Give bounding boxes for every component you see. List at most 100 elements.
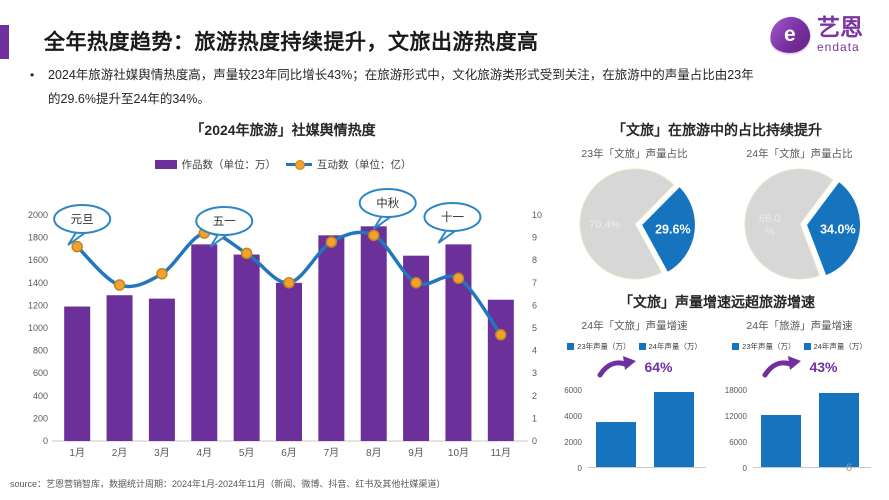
page-number: 6 xyxy=(846,462,853,474)
legend-bars-label: 作品数（单位：万） xyxy=(181,159,277,171)
mini-bar-23年声量（万） xyxy=(596,421,636,467)
right-axis-tick: 8 xyxy=(532,255,537,265)
works-bar xyxy=(191,244,218,441)
legend-item-bars: 作品数（单位：万） xyxy=(154,157,277,172)
logo-mark-letter: e xyxy=(784,23,796,46)
legend-dot-icon xyxy=(295,160,305,170)
pie-gray-label: 66.0 xyxy=(759,213,780,225)
right-axis-tick: 3 xyxy=(532,368,537,378)
callout-bubble xyxy=(358,188,417,218)
growth-wenlv-percent: 64% xyxy=(644,359,673,375)
growth-wenlv-title: 24年「文旅」声量增速 xyxy=(581,320,688,332)
endata-logo-icon: e xyxy=(767,14,813,56)
legend-item-23: 23年声量（万） xyxy=(732,341,796,352)
legend-item-24: 24年声量（万） xyxy=(803,341,867,352)
interaction-dot xyxy=(325,236,338,248)
legend-item-line: 互动数（单位：亿） xyxy=(286,157,412,172)
right-axis-tick: 4 xyxy=(532,346,537,356)
callout-bubble xyxy=(195,206,254,236)
growth-wenlv-plot: 0 2000 4000 6000 xyxy=(552,382,712,474)
growth-lvyou-percent: 43% xyxy=(809,359,838,375)
social-heat-chart: 「2024年旅游」社媒舆情热度 作品数（单位：万） 互动数（单位：亿） 0 200… xyxy=(18,120,548,480)
legend-line-label: 互动数（单位：亿） xyxy=(317,159,412,171)
legend-item-23: 23年声量（万） xyxy=(567,341,631,352)
works-bar xyxy=(318,235,345,441)
growth-chart-wenlv: 24年「文旅」声量增速 23年声量（万） 24年声量（万） 64% 0 2000 4… xyxy=(552,316,717,474)
month-label: 9月 xyxy=(408,447,424,459)
blue-square-icon xyxy=(638,343,646,350)
logo-subtitle: endata xyxy=(817,40,860,54)
summary-bullet: • 2024年旅游社媒舆情热度高，声量较23年同比增长43%；在旅游形式中，文化… xyxy=(30,64,758,112)
month-label: 8月 xyxy=(366,447,382,459)
mini-axis-tick: 12000 xyxy=(724,412,747,421)
left-axis-tick: 1000 xyxy=(28,323,48,333)
growth-lvyou-plot: 0 6000 12000 18000 xyxy=(717,382,877,474)
pie-2024-plot: 66.0% 34.0% xyxy=(743,168,862,280)
growth-section: 「文旅」声量增速远超旅游增速 24年「文旅」声量增速 23年声量（万） 24年声… xyxy=(552,292,882,474)
works-bar xyxy=(233,254,260,441)
pie-section: 「文旅」在旅游中的占比持续提升 23年「文旅」声量占比 70.4% 29.6% 2… xyxy=(552,120,882,294)
right-axis-tick: 5 xyxy=(532,323,537,333)
growth-arrow-icon xyxy=(762,356,802,378)
left-axis-tick: 600 xyxy=(33,368,48,378)
bullet-marker: • xyxy=(30,68,35,82)
month-label: 1月 xyxy=(69,447,85,459)
right-axis-tick: 6 xyxy=(532,300,537,310)
works-bar xyxy=(106,295,133,441)
mini-axis-tick: 18000 xyxy=(724,386,747,395)
interaction-dot xyxy=(240,247,253,260)
callout-label: 五一 xyxy=(213,216,236,228)
pie-slice-wenlv xyxy=(639,184,697,275)
interaction-dot xyxy=(495,329,507,341)
left-axis-tick: 1200 xyxy=(28,300,48,310)
social-heat-chart-title: 「2024年旅游」社媒舆情热度 xyxy=(190,122,376,138)
interaction-dot xyxy=(410,277,422,289)
growth-lvyou-title: 24年「旅游」声量增速 xyxy=(746,320,853,332)
blue-square-icon xyxy=(732,343,740,350)
blue-square-icon xyxy=(567,343,575,350)
mini-axis-tick: 4000 xyxy=(564,412,582,421)
month-label: 6月 xyxy=(281,447,297,459)
mini-baseline xyxy=(753,467,871,468)
month-label: 5月 xyxy=(239,447,255,459)
pie-gray-label: 70.4% xyxy=(589,219,620,231)
works-bar xyxy=(276,282,302,441)
right-axis-tick: 2 xyxy=(532,391,537,401)
interaction-dot xyxy=(283,277,295,289)
interaction-dot xyxy=(367,229,380,242)
mini-axis-tick: 6000 xyxy=(729,438,747,447)
mini-axis-tick: 0 xyxy=(742,464,747,473)
left-axis-tick: 200 xyxy=(33,413,48,423)
legend-23-label: 23年声量（万） xyxy=(577,342,631,351)
month-label: 4月 xyxy=(196,447,212,459)
month-label: 11月 xyxy=(491,447,511,459)
mini-axis-tick: 6000 xyxy=(564,386,582,395)
callout-label: 中秋 xyxy=(376,196,399,210)
month-label: 10月 xyxy=(448,447,469,459)
growth-section-title: 「文旅」声量增速远超旅游增速 xyxy=(619,294,815,310)
growth-lvyou-legend: 23年声量（万） 24年声量（万） xyxy=(717,341,882,352)
mini-bar-24年声量（万） xyxy=(654,392,694,467)
summary-text: 2024年旅游社媒舆情热度高，声量较23年同比增长43%；在旅游形式中，文化旅游… xyxy=(48,68,754,106)
pie-gray-label: % xyxy=(764,226,774,238)
pie-slice-other xyxy=(579,168,674,280)
mini-axis-tick: 0 xyxy=(577,464,582,473)
works-bar xyxy=(148,298,175,441)
pie-slice-wenlv xyxy=(804,179,862,278)
callout-bubble xyxy=(53,204,112,234)
title-accent-bar xyxy=(0,25,9,59)
mini-bar-24年声量（万） xyxy=(819,393,859,467)
month-label: 2月 xyxy=(112,447,128,459)
left-axis-tick: 800 xyxy=(33,346,48,356)
pie-blue-label: 34.0% xyxy=(820,222,855,236)
legend-item-24: 24年声量（万） xyxy=(638,341,702,352)
left-axis-tick: 1400 xyxy=(28,278,48,288)
social-heat-plot: 0 200 400 600 800 1000 1200 1400 1600 1800 2000 0 1 2… xyxy=(28,188,542,459)
mini-axis-tick: 2000 xyxy=(564,438,582,447)
right-axis-tick: 1 xyxy=(532,413,537,423)
right-axis-tick: 9 xyxy=(532,233,537,243)
right-axis-tick: 7 xyxy=(532,278,537,288)
mini-bar-23年声量（万） xyxy=(761,415,801,467)
endata-logo: e 艺恩 endata xyxy=(767,14,863,56)
